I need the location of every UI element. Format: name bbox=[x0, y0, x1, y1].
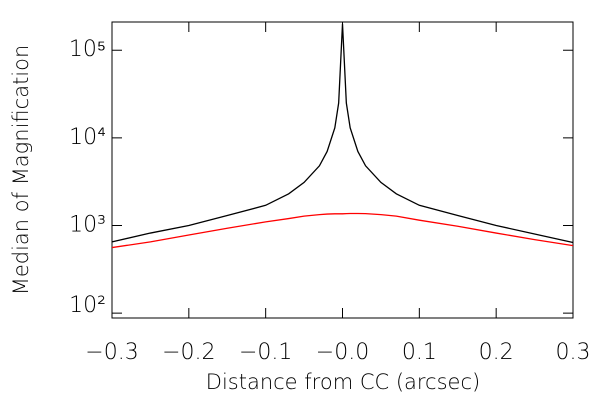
data-line bbox=[111, 23, 574, 244]
plot-frame bbox=[111, 21, 574, 319]
x-tick-label: 0.3 bbox=[556, 340, 591, 365]
x-tick-label: 0.2 bbox=[479, 340, 514, 365]
x-tick-label: −0.1 bbox=[239, 340, 292, 365]
y-tick-label: 10² bbox=[69, 293, 106, 318]
y-tick-label: 10⁵ bbox=[69, 37, 106, 62]
y-tick-label: 10⁴ bbox=[69, 125, 106, 150]
x-tick-label: −0.2 bbox=[162, 340, 215, 365]
y-axis-title: Median of Magnification bbox=[9, 45, 33, 296]
x-tick-label: 0.1 bbox=[402, 340, 437, 365]
y-tick-label: 10³ bbox=[69, 213, 106, 238]
data-line bbox=[111, 212, 574, 249]
x-tick-label: −0.3 bbox=[85, 340, 138, 365]
x-axis-title: Distance from CC (arcsec) bbox=[206, 370, 480, 394]
x-tick-label: −0.0 bbox=[316, 340, 369, 365]
